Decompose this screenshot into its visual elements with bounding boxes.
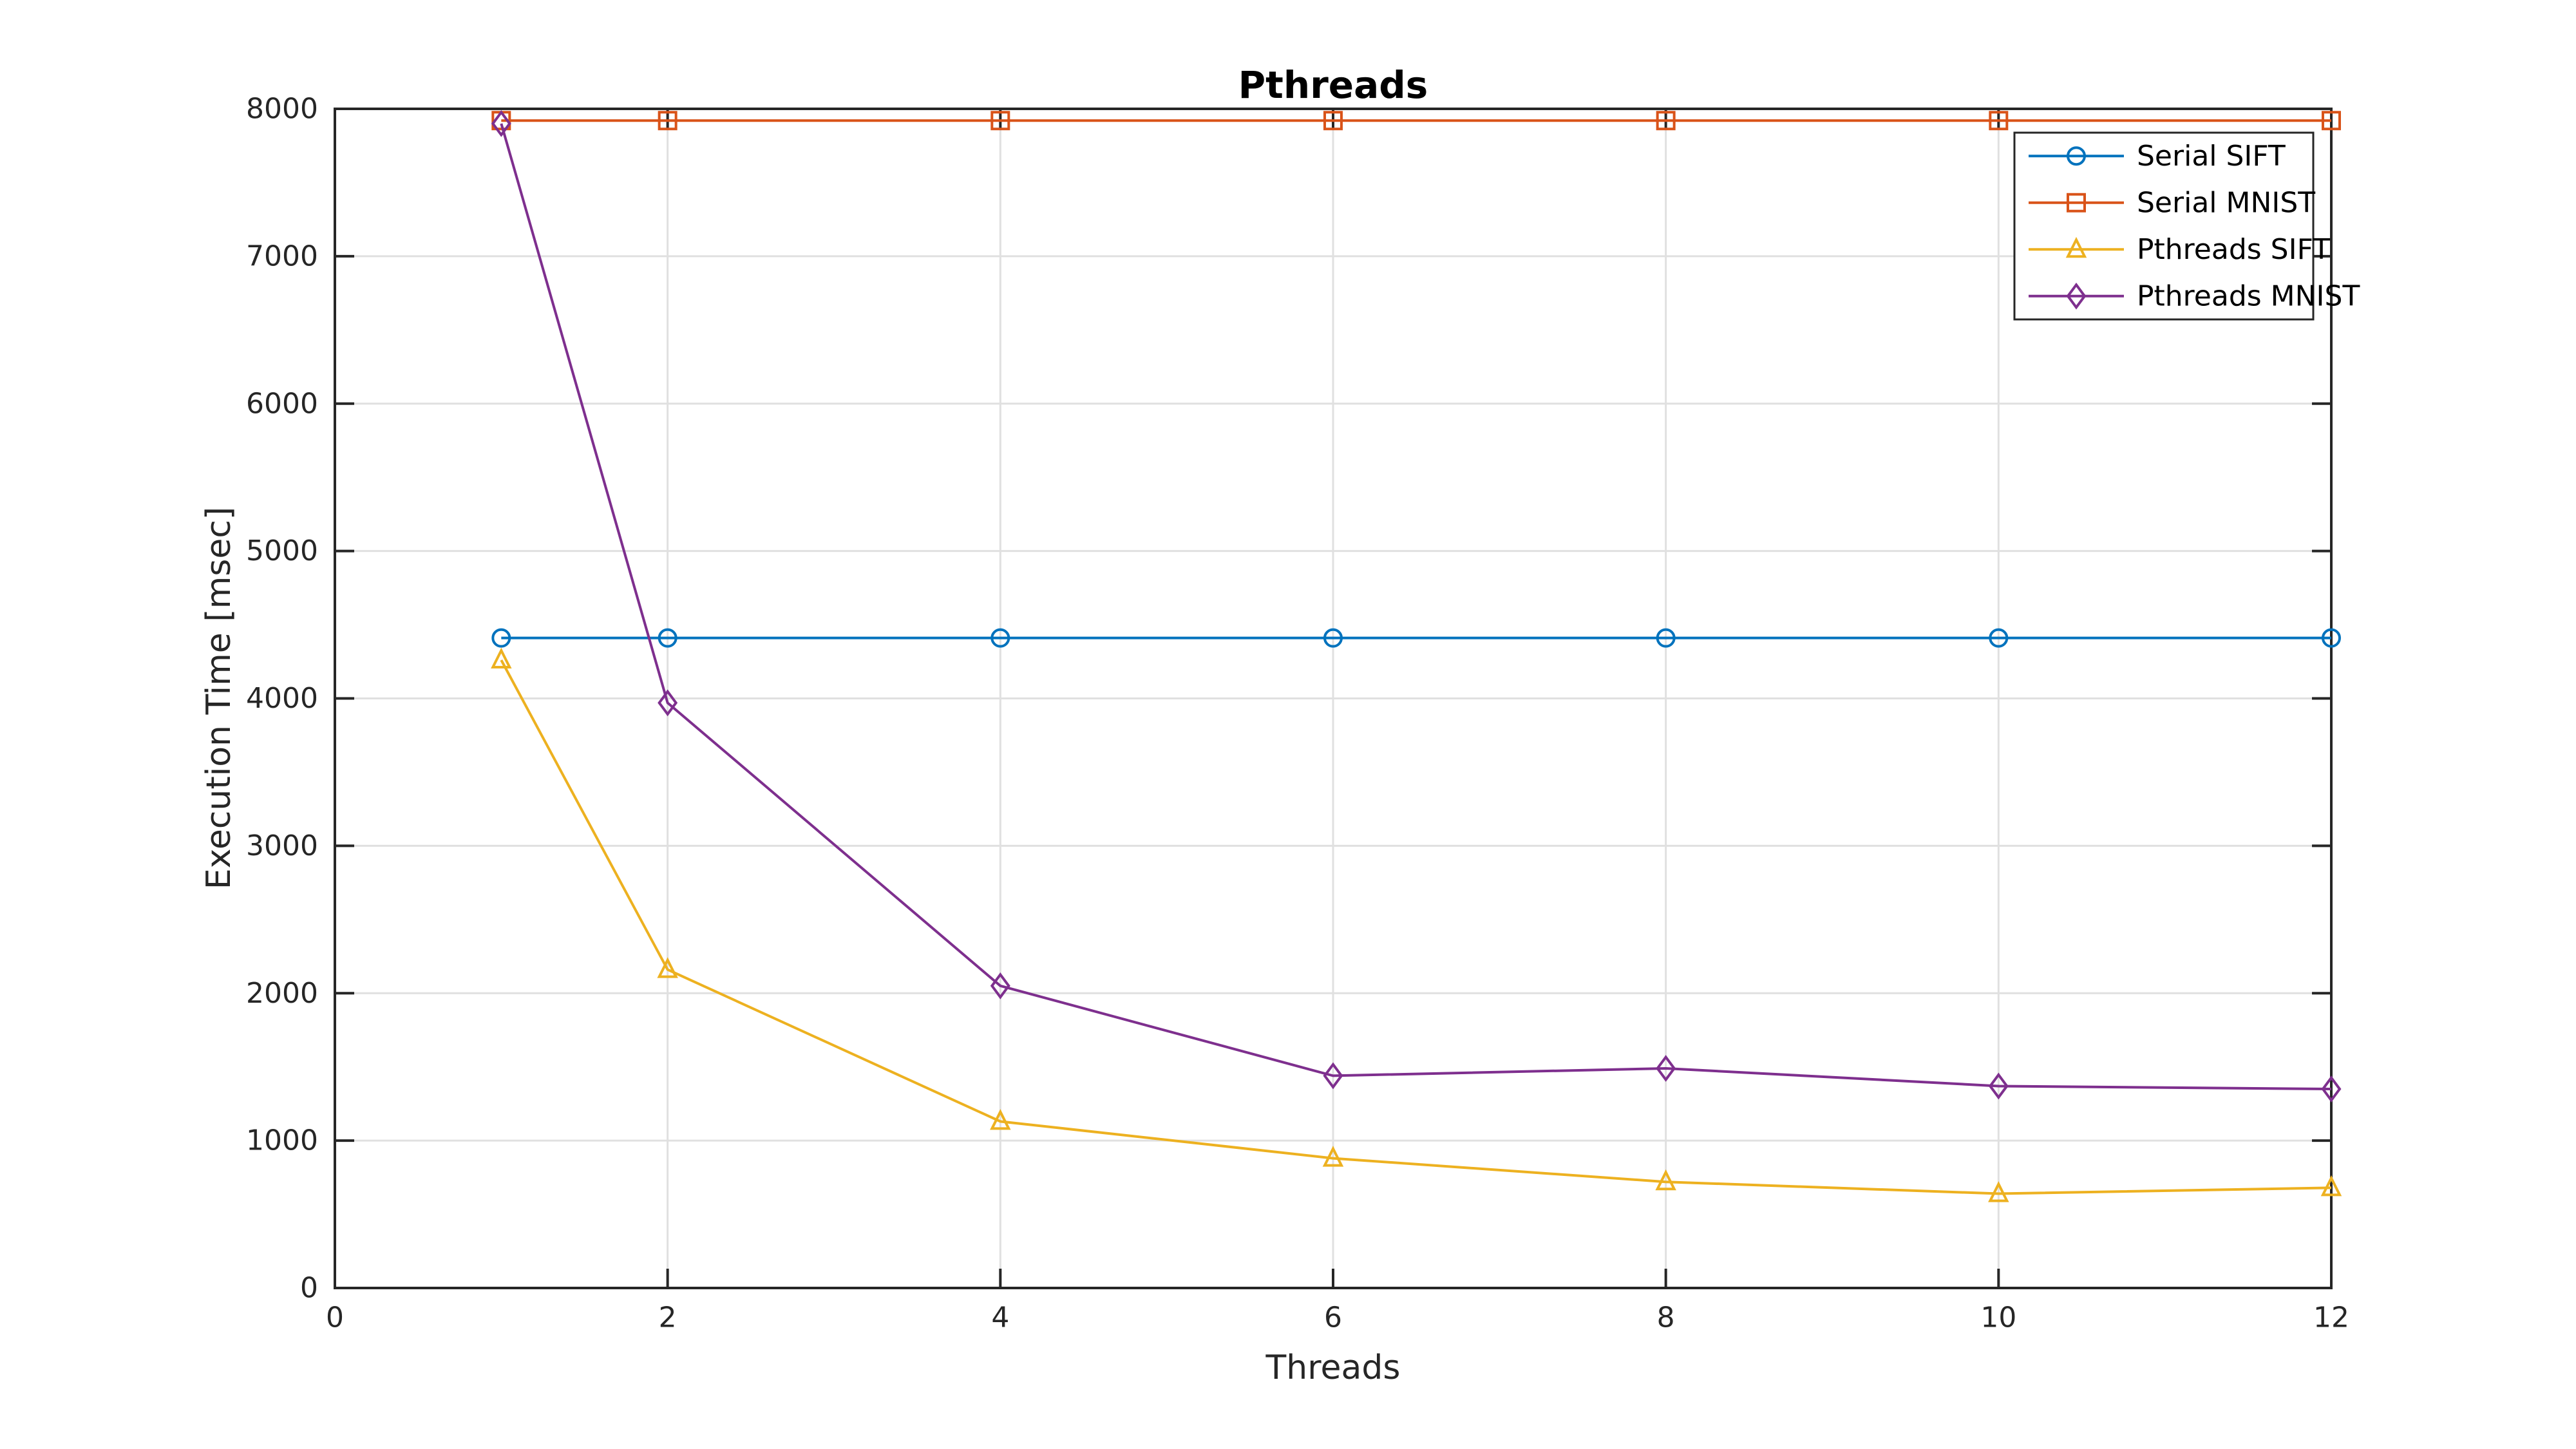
x-tick-label: 10	[1980, 1302, 2016, 1334]
square-marker	[658, 111, 677, 131]
legend-box	[2013, 131, 2315, 321]
triangle-marker	[2065, 236, 2087, 258]
diamond-marker	[1323, 1062, 1343, 1090]
circle-marker	[990, 628, 1010, 648]
diamond-marker	[1656, 1055, 1676, 1082]
diamond-marker	[658, 689, 678, 717]
circle-marker	[658, 628, 677, 648]
diamond-marker	[990, 972, 1010, 999]
y-tick-labels: 0 1000 2000 3000 4000 5000 6000 7000 8000	[246, 93, 318, 1305]
square-marker	[1656, 111, 1676, 131]
diamond-marker	[491, 109, 511, 137]
square-marker	[2322, 111, 2341, 131]
y-tick-label: 2000	[246, 977, 318, 1010]
triangle-marker	[990, 1108, 1011, 1130]
triangle-marker	[2320, 1175, 2342, 1197]
triangle-marker	[1655, 1169, 1676, 1191]
data-series	[491, 109, 2342, 1202]
x-tick-label: 12	[2313, 1302, 2349, 1334]
legend-item-label: Serial MNIST	[2137, 186, 2315, 219]
y-tick-label: 5000	[246, 535, 318, 567]
diamond-marker	[2321, 1075, 2342, 1103]
y-tick-label: 6000	[246, 387, 318, 420]
circle-marker	[1989, 628, 2009, 648]
square-marker	[1323, 111, 1343, 131]
y-tick-label: 3000	[246, 829, 318, 862]
triangle-marker	[491, 647, 512, 669]
y-tick-label: 1000	[246, 1124, 318, 1157]
x-tick-labels: 0 2 4 6 8 10 12	[326, 1302, 2349, 1334]
square-marker	[990, 111, 1010, 131]
x-tick-label: 2	[659, 1302, 677, 1334]
diamond-marker	[2066, 282, 2087, 310]
circle-marker	[1323, 628, 1343, 648]
y-tick-label: 8000	[246, 93, 318, 126]
y-tick-label: 7000	[246, 240, 318, 272]
square-marker	[2067, 193, 2086, 213]
circle-marker	[1656, 628, 1676, 648]
triangle-marker	[1988, 1181, 2009, 1202]
triangle-marker	[1322, 1146, 1344, 1167]
diamond-marker	[1988, 1072, 2009, 1100]
circle-marker	[2067, 146, 2086, 166]
y-tick-label: 0	[300, 1272, 318, 1305]
x-tick-label: 8	[1657, 1302, 1675, 1334]
square-marker	[1989, 111, 2009, 131]
circle-marker	[2322, 628, 2341, 648]
triangle-marker	[657, 957, 678, 978]
y-axis-label: Execution Time [msec]	[200, 507, 238, 889]
x-tick-label: 4	[991, 1302, 1009, 1334]
series-line-pthreads-mnist	[500, 123, 2332, 1091]
x-tick-label: 6	[1324, 1302, 1342, 1334]
circle-marker	[491, 628, 511, 648]
legend-item-label: Pthreads SIFT	[2137, 233, 2330, 266]
chart-title: Pthreads	[1238, 63, 1428, 107]
y-tick-label: 4000	[246, 682, 318, 715]
legend-item-label: Serial SIFT	[2137, 140, 2286, 173]
axis-ticks	[334, 108, 2333, 1289]
x-tick-label: 0	[326, 1302, 344, 1334]
series-line-pthreads-sift	[500, 659, 2332, 1195]
x-axis-label: Threads	[1265, 1349, 1401, 1387]
legend-item-label: Pthreads MNIST	[2137, 279, 2360, 312]
legend: Serial SIFT Serial MNIST Pthreads SIFT Pthr…	[2013, 131, 2360, 321]
